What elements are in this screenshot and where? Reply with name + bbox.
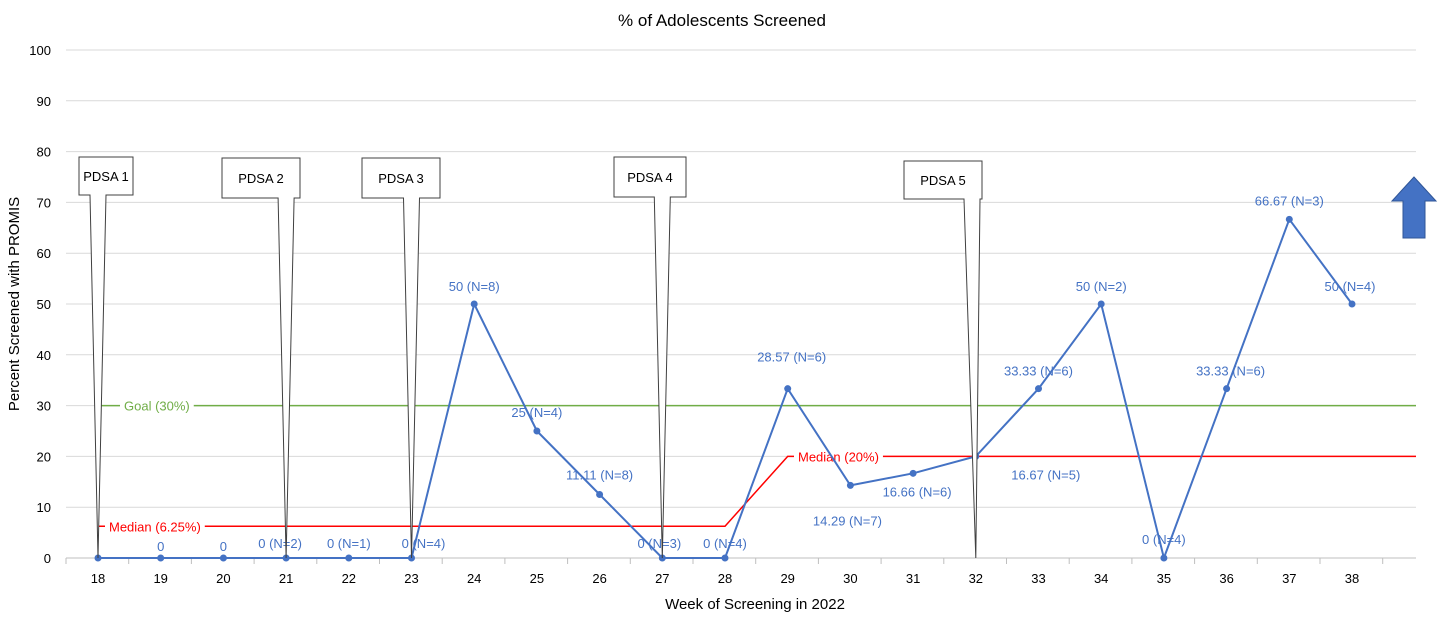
pdsa-callout-box (78, 156, 134, 559)
x-tick-label: 33 (1031, 571, 1045, 586)
pdsa-callout-box (903, 160, 983, 559)
pdsa-callout-box (613, 156, 687, 559)
data-label: 50 (N=2) (1076, 279, 1127, 294)
data-point (1348, 300, 1356, 308)
data-point (533, 427, 541, 435)
data-point (157, 554, 165, 562)
data-label: 0 (N=2) (258, 536, 302, 551)
pdsa-callout-box (221, 157, 301, 559)
median1-label-background (105, 518, 205, 536)
x-tick-label: 25 (530, 571, 544, 586)
data-point (846, 481, 854, 489)
x-tick-label: 35 (1157, 571, 1171, 586)
pdsa-callout-box (361, 157, 441, 559)
data-label: 0 (N=4) (402, 536, 446, 551)
x-tick-label: 18 (91, 571, 105, 586)
data-point (596, 491, 604, 498)
data-label: 16.67 (N=5) (1011, 467, 1080, 482)
data-point (1160, 554, 1168, 562)
data-label: 0 (N=1) (327, 536, 371, 551)
x-tick-label: 34 (1094, 571, 1108, 586)
y-tick-label: 50 (37, 297, 51, 312)
data-point (1285, 215, 1293, 223)
y-tick-label: 70 (37, 195, 51, 210)
y-tick-label: 90 (37, 94, 51, 109)
y-tick-label: 0 (44, 551, 51, 566)
data-point (219, 554, 227, 562)
median-line (98, 455, 1416, 527)
x-tick-label: 23 (404, 571, 418, 586)
data-label: 28.57 (N=6) (757, 350, 826, 365)
x-tick-labels: 18 19 20 21 22 23 24 25 26 27 28 29 30 31 32 33 34 35 36 37… (91, 571, 1359, 586)
x-tick-label: 36 (1219, 571, 1233, 586)
x-tick-label: 27 (655, 571, 669, 586)
arrow-up-shape (1390, 176, 1438, 239)
data-label: 0 (N=3) (637, 536, 681, 551)
arrow-up-icon (1390, 176, 1438, 239)
x-tick-label: 21 (279, 571, 293, 586)
series-line-group: 0 0 0 (N=2) 0 (N=1) 0 (N=4) 50 (N=8) 25 (N=4) 1… (94, 193, 1376, 562)
y-tick-label: 20 (37, 449, 51, 464)
y-tick-label: 10 (37, 500, 51, 515)
data-point (470, 300, 478, 308)
x-tick-label: 28 (718, 571, 732, 586)
x-tick-label: 31 (906, 571, 920, 586)
data-label: 25 (N=4) (511, 405, 562, 420)
data-label: 0 (157, 539, 164, 554)
pdsa-callouts: PDSA 1 PDSA 2 PDSA 3 PDSA 4 PDSA 5 (78, 156, 983, 559)
data-point (345, 554, 353, 562)
gridlines (65, 49, 1416, 564)
data-point (1035, 385, 1042, 393)
x-tick-label: 19 (153, 571, 167, 586)
x-tick-label: 20 (216, 571, 230, 586)
data-point (721, 554, 729, 562)
reference-lines: Goal (30%) Median (6.25%) Median (20%) (98, 397, 1416, 536)
x-tick-label: 38 (1345, 571, 1359, 586)
y-tick-label: 40 (37, 348, 51, 363)
pdsa-callout-label: PDSA 5 (920, 173, 966, 188)
data-label: 0 (220, 539, 227, 554)
y-tick-label: 30 (37, 399, 51, 414)
data-label: 50 (N=8) (449, 279, 500, 294)
data-label: 50 (N=4) (1325, 279, 1376, 294)
data-point (784, 385, 792, 393)
y-tick-label: 80 (37, 145, 51, 160)
median2-label: Median (20%) (798, 449, 879, 464)
goal-label-background (120, 397, 194, 415)
data-point (1223, 385, 1231, 393)
y-tick-label: 100 (29, 43, 51, 58)
pdsa-callout-label: PDSA 4 (627, 170, 673, 185)
data-label: 16.66 (N=6) (883, 484, 952, 499)
data-label: 0 (N=4) (1142, 532, 1186, 547)
pdsa-callout-label: PDSA 3 (378, 171, 424, 186)
x-tick-label: 29 (780, 571, 794, 586)
y-tick-label: 60 (37, 246, 51, 261)
pdsa-callout-label: PDSA 2 (238, 171, 284, 186)
x-tick-label: 24 (467, 571, 481, 586)
data-label: 33.33 (N=6) (1196, 364, 1265, 379)
x-tick-label: 32 (969, 571, 983, 586)
x-tick-label: 30 (843, 571, 857, 586)
x-tick-label: 37 (1282, 571, 1296, 586)
y-axis-label: Percent Screened with PROMIS (6, 197, 23, 411)
chart-title: % of Adolescents Screened (618, 11, 826, 30)
data-label: 11.11 (N=8) (566, 468, 633, 483)
x-axis-label: Week of Screening in 2022 (665, 596, 845, 613)
x-tick-label: 22 (342, 571, 356, 586)
pdsa-callout-label: PDSA 1 (83, 169, 129, 184)
data-label: 33.33 (N=6) (1004, 364, 1073, 379)
goal-label: Goal (30%) (124, 399, 190, 414)
y-tick-labels: 0 10 20 30 40 50 60 70 80 90 100 (29, 43, 51, 566)
data-label: 14.29 (N=7) (813, 513, 882, 528)
data-label: 0 (N=4) (703, 536, 747, 551)
data-point (909, 469, 917, 477)
data-point (1097, 300, 1105, 308)
x-tick-label: 26 (592, 571, 606, 586)
median2-label-background (794, 448, 883, 466)
median1-label: Median (6.25%) (109, 519, 201, 534)
data-label: 66.67 (N=3) (1255, 193, 1324, 208)
